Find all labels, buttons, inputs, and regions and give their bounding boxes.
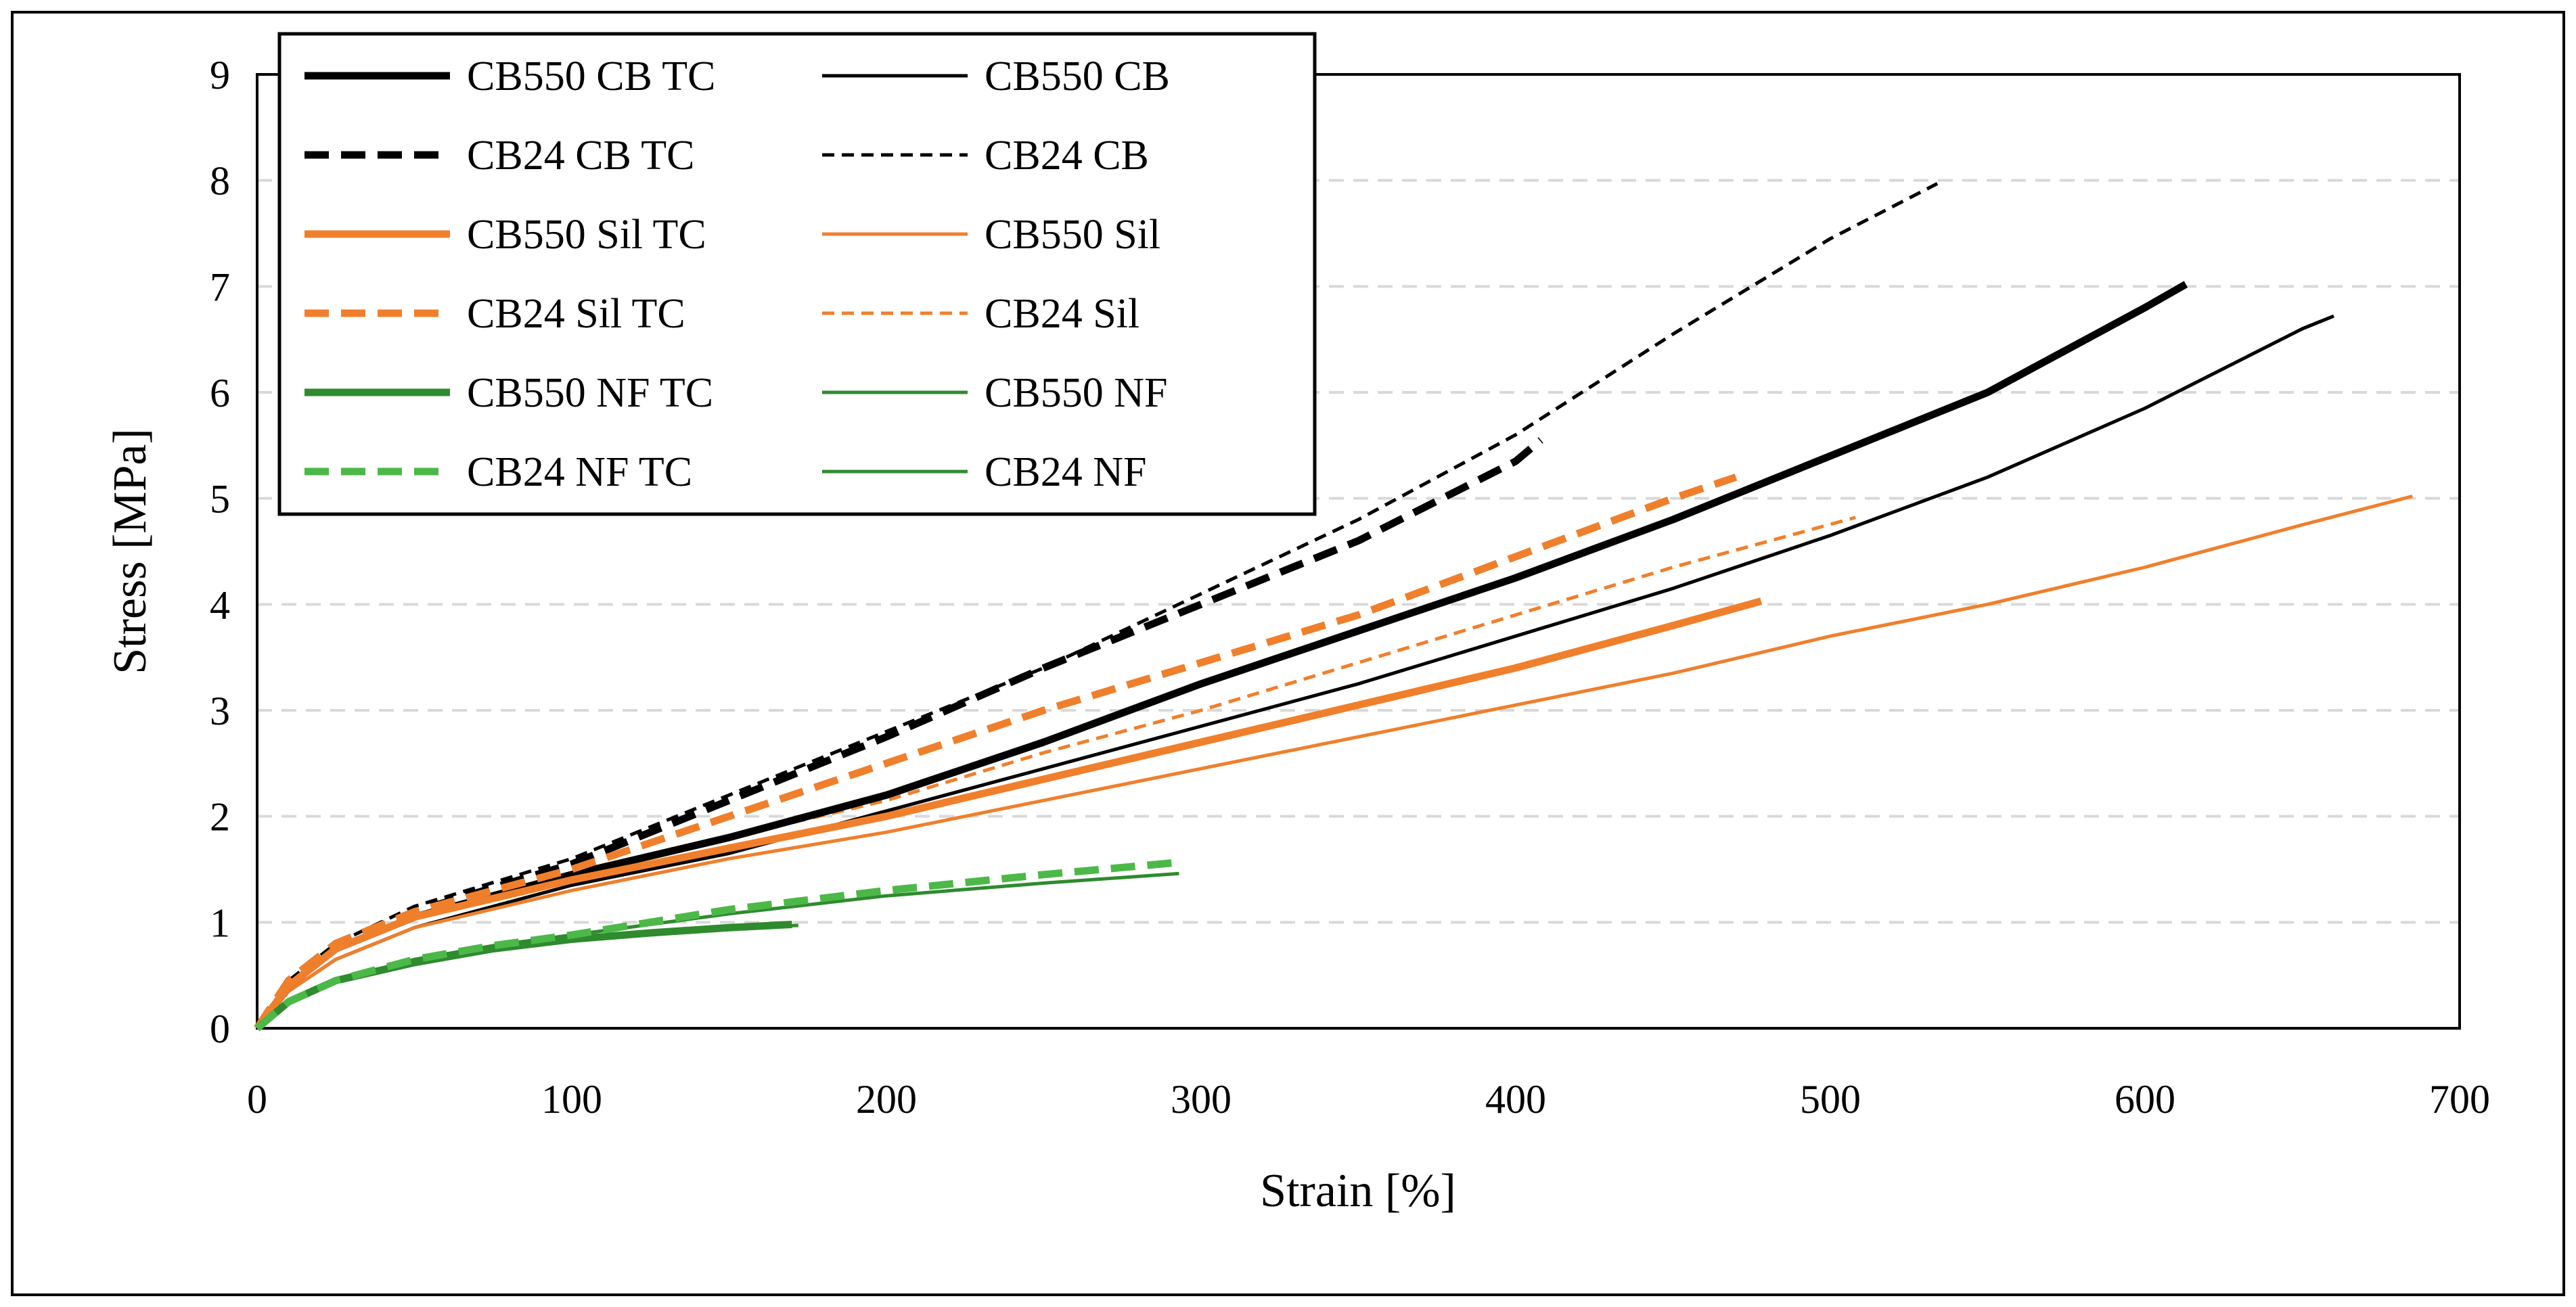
legend-label-cb550-cb: CB550 CB <box>985 53 1170 99</box>
x-tick-label: 700 <box>2429 1077 2490 1122</box>
y-tick-label: 7 <box>210 265 230 309</box>
y-tick-label: 0 <box>210 1007 230 1051</box>
y-tick-label: 9 <box>210 53 230 97</box>
y-tick-labels: 0 1 2 3 4 5 6 7 8 9 <box>210 53 230 1051</box>
y-tick-label: 1 <box>210 900 230 945</box>
legend-label-cb24-cb-tc: CB24 CB TC <box>467 133 695 179</box>
series-line-cb24-sil-tc <box>254 474 1738 1031</box>
legend-label-cb550-sil-tc: CB550 Sil TC <box>467 212 706 258</box>
y-tick-label: 6 <box>210 371 230 415</box>
legend-label-cb24-nf-tc: CB24 NF TC <box>467 449 692 495</box>
x-tick-label: 200 <box>856 1077 917 1122</box>
legend-label-cb550-nf: CB550 NF <box>985 370 1167 416</box>
legend-label-cb550-cb-tc: CB550 CB TC <box>467 53 716 99</box>
legend-label-cb24-sil-tc: CB24 Sil TC <box>467 291 685 337</box>
y-axis-title: Stress [MPa] <box>104 428 156 674</box>
x-tick-label: 400 <box>1485 1077 1546 1122</box>
y-tick-label: 3 <box>210 689 230 733</box>
legend-label-cb24-cb: CB24 CB <box>985 133 1149 179</box>
legend: CB550 CB TC CB550 CB CB24 CB TC CB24 CB CB55… <box>277 32 1317 516</box>
x-tick-label: 300 <box>1171 1077 1231 1122</box>
series-line-cb24-cb <box>255 182 1939 1030</box>
x-axis-title: Strain [%] <box>1260 1165 1456 1217</box>
series-line-cb550-sil <box>256 495 2413 1030</box>
series-line-cb24-nf-tc <box>254 859 1173 1032</box>
y-tick-label: 4 <box>210 582 230 627</box>
legend-label-cb550-sil: CB550 Sil <box>985 212 1160 258</box>
series-line-cb24-cb-tc <box>254 437 1543 1031</box>
y-tick-label: 2 <box>210 795 230 840</box>
y-tick-label: 5 <box>210 477 230 522</box>
x-tick-label: 500 <box>1800 1077 1861 1122</box>
y-tick-label: 8 <box>210 159 230 204</box>
legend-box <box>277 32 1317 516</box>
legend-label-cb24-sil: CB24 Sil <box>985 291 1139 337</box>
x-tick-labels: 0 100 200 300 400 500 600 700 <box>247 1077 2490 1122</box>
series-layer <box>254 182 2413 1032</box>
series-line-cb550-sil-tc <box>254 597 1763 1031</box>
x-tick-label: 0 <box>247 1077 267 1122</box>
x-tick-label: 100 <box>541 1077 602 1122</box>
x-tick-label: 600 <box>2115 1077 2175 1122</box>
plot-area-frame <box>256 73 2461 1030</box>
legend-label-cb24-nf: CB24 NF <box>985 449 1146 495</box>
legend-label-cb550-nf-tc: CB550 NF TC <box>467 370 713 416</box>
series-line-cb24-sil <box>255 515 1856 1030</box>
